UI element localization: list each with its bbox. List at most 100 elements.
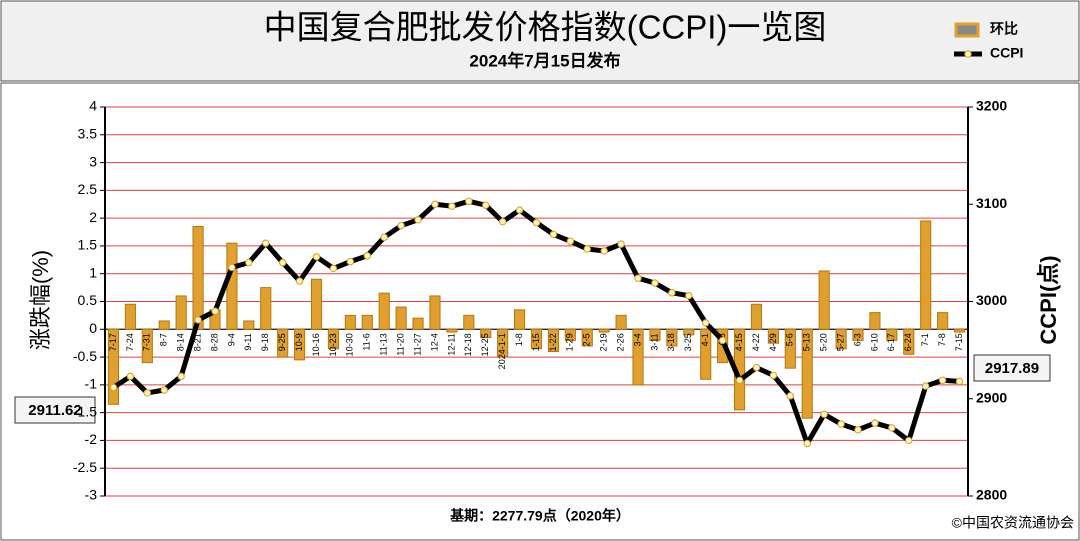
x-tick-label: 1-29: [565, 333, 575, 351]
x-tick-label: 5-27: [835, 333, 845, 351]
line-point: [109, 383, 118, 392]
bar: [429, 295, 441, 330]
line-point: [245, 258, 253, 267]
bar: [294, 328, 306, 361]
line-point: [820, 410, 828, 419]
line-point: [346, 257, 355, 266]
y2-axis-label: CCPI(点): [1036, 255, 1061, 344]
bar: [700, 328, 712, 380]
source: ©中国农资流通协会: [952, 515, 1074, 531]
value-box: [973, 354, 1051, 382]
bar: [869, 312, 881, 330]
y-tick-label: -1: [85, 376, 98, 392]
x-tick-label: 8-14: [176, 333, 186, 351]
bar: [446, 328, 458, 333]
x-tick-label: 6-10: [869, 333, 879, 351]
line-point: [465, 197, 473, 206]
x-tick-label: 12-18: [463, 333, 473, 356]
bar: [243, 320, 255, 330]
line-point: [532, 219, 541, 227]
bar: [564, 328, 576, 341]
y2-tick-label: 2800: [976, 487, 1007, 503]
line-point: [735, 376, 744, 384]
x-tick-label: 2-26: [615, 333, 625, 351]
x-tick-label: 6-24: [903, 333, 913, 351]
line-point: [888, 424, 896, 432]
line-point: [583, 245, 591, 253]
bar: [310, 278, 323, 330]
header-band: [0, 0, 1080, 82]
line-point: [228, 263, 236, 272]
line-point: [617, 240, 625, 248]
line-point: [262, 239, 270, 247]
bar: [649, 328, 661, 341]
bar: [361, 314, 373, 330]
bar: [530, 328, 543, 350]
bar: [767, 328, 779, 344]
bar: [107, 328, 120, 405]
legend-swatch: [964, 50, 972, 58]
x-tick-label: 2024-1-1: [497, 333, 507, 369]
x-tick-label: 9-18: [260, 333, 270, 351]
y-tick-label: 3.5: [78, 125, 98, 141]
y-tick-label: 0: [89, 320, 97, 336]
x-tick-label: 4-22: [751, 333, 761, 351]
y-tick-label: -1.5: [73, 403, 97, 419]
x-tick-label: 1-8: [514, 333, 524, 346]
y-tick-label: 2: [89, 209, 97, 225]
line-point: [515, 206, 524, 214]
line-point: [634, 274, 642, 282]
x-tick-label: 11-13: [379, 333, 389, 355]
x-tick-label: 5-20: [819, 333, 829, 351]
x-tick-label: 6-17: [886, 333, 896, 351]
x-tick-label: 8-7: [159, 333, 169, 346]
x-tick-label: 7-31: [142, 333, 152, 351]
footnote: 基期：2277.79点（2020年）: [450, 508, 630, 524]
line-point: [143, 389, 152, 397]
line-point: [549, 230, 558, 239]
x-tick-label: 3-11: [649, 333, 659, 350]
data-label: 2911.62: [28, 402, 81, 419]
y2-tick-label: 3000: [976, 292, 1007, 308]
bar: [886, 328, 898, 341]
line-point: [194, 316, 202, 324]
line-point: [905, 436, 913, 445]
bar: [514, 309, 526, 330]
bar: [141, 328, 153, 364]
x-tick-label: 1-22: [548, 333, 558, 351]
x-tick-label: 9-11: [243, 333, 253, 350]
y-axis-label: 涨跌幅(%): [28, 250, 53, 350]
x-tick-label: 12-11: [446, 333, 456, 355]
bar: [175, 295, 187, 330]
x-tick-label: 4-1: [700, 333, 710, 346]
line-point: [397, 221, 405, 230]
y-tick-label: 0.5: [78, 292, 98, 308]
bar: [818, 270, 830, 330]
line-point: [803, 439, 811, 448]
bar: [632, 328, 644, 386]
line-point: [431, 200, 439, 208]
line-point: [837, 420, 845, 428]
line-point: [482, 201, 490, 209]
y-tick-label: 1.5: [78, 237, 98, 253]
y2-tick-label: 3100: [976, 195, 1007, 211]
bar: [581, 328, 593, 347]
line-point: [668, 289, 676, 297]
line-point: [498, 218, 507, 226]
x-tick-label: 7-24: [125, 333, 135, 351]
x-tick-label: 2-5: [582, 333, 592, 346]
line-point: [921, 382, 930, 390]
line-point: [769, 371, 778, 380]
line-point: [702, 319, 710, 327]
bar: [953, 328, 966, 333]
y-tick-label: -3: [85, 487, 98, 503]
x-tick-label: 11-27: [412, 333, 422, 355]
chart-title: 中国复合肥批发价格指数(CCPI)一览图: [264, 9, 827, 46]
y-tick-label: -2: [85, 431, 98, 447]
x-tick-label: 6-3: [852, 333, 862, 346]
chart-subtitle: 2024年7月15日发布: [469, 50, 620, 70]
bar: [277, 328, 289, 358]
bar: [192, 225, 204, 330]
bar: [598, 328, 610, 333]
bar: [124, 303, 136, 330]
